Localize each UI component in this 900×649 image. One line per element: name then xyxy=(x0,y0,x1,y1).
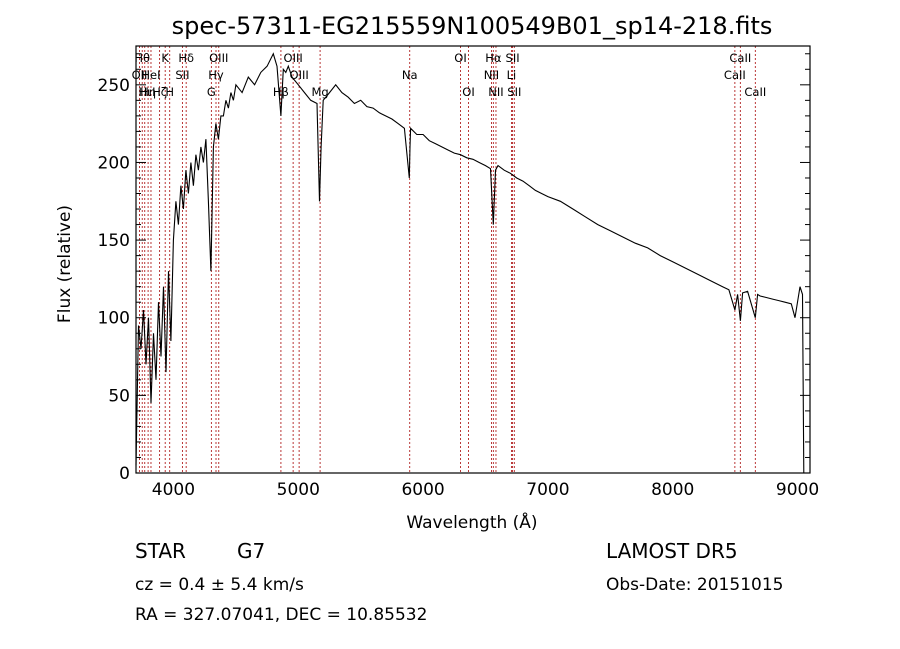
spectral-line-label: SII xyxy=(175,68,189,82)
spectral-line-label: H xyxy=(165,85,174,99)
spectral-line-label: Hι xyxy=(138,85,151,99)
y-tick-label: 100 xyxy=(98,309,130,329)
object-subclass: G7 xyxy=(237,539,265,563)
spectral-line-label: OI xyxy=(462,85,474,99)
spectral-line-label: CaII xyxy=(724,68,746,82)
spectral-line-label: OI xyxy=(454,51,466,65)
spectrum-series-line xyxy=(135,52,805,474)
chart-title: spec-57311-EG215559N100549B01_sp14-218.f… xyxy=(172,12,773,40)
x-tick-label: 4000 xyxy=(152,480,195,500)
spectral-line-label: OIII xyxy=(290,68,309,82)
spectral-line-label: Li xyxy=(507,68,517,82)
x-tick-label: 5000 xyxy=(277,480,320,500)
spectral-line-label: OIII xyxy=(284,51,303,65)
object-class: STAR xyxy=(135,539,186,563)
spectral-line-label: CaII xyxy=(744,85,766,99)
spectral-line-label: SII xyxy=(507,85,521,99)
spectral-line-label: NII xyxy=(484,68,499,82)
survey-name: LAMOST DR5 xyxy=(606,539,738,563)
spectral-line-label: Na xyxy=(402,68,418,82)
y-tick-label: 50 xyxy=(108,386,130,406)
spectral-line-label: Hδ xyxy=(178,51,194,65)
y-axis: 0 50 100 150 200 250 xyxy=(98,53,810,484)
y-tick-label: 0 xyxy=(119,464,130,484)
plot-frame xyxy=(135,45,811,474)
coordinates: RA = 327.07041, DEC = 10.85532 xyxy=(135,605,427,625)
spectral-line-label: Hγ xyxy=(208,68,224,82)
spectral-line-label: Hθ xyxy=(134,51,150,65)
spectral-line-label: G xyxy=(207,85,216,99)
spectral-line-label: Hα xyxy=(485,51,502,65)
spectral-line-label: Mg xyxy=(311,85,328,99)
spectral-line-label: NII xyxy=(488,85,503,99)
x-axis: 4000 5000 6000 7000 8000 9000 xyxy=(152,480,819,500)
x-tick-label: 9000 xyxy=(776,480,819,500)
x-tick-label: 6000 xyxy=(401,480,444,500)
y-tick-label: 150 xyxy=(98,231,130,251)
spectral-line-markers xyxy=(139,46,756,473)
y-tick-label: 250 xyxy=(98,76,130,96)
observation-date: Obs-Date: 20151015 xyxy=(606,575,783,595)
y-tick-label: 200 xyxy=(98,153,130,173)
spectral-line-label: Hζ xyxy=(152,85,167,99)
x-tick-label: 7000 xyxy=(526,480,569,500)
spectral-line-label: Hη xyxy=(140,85,156,99)
spectral-line-labels: OIIHθHιHηHeIHζKHSIIHδGHγOIIIHβOIIIOIIIMg… xyxy=(132,51,767,99)
y-axis-label: Flux (relative) xyxy=(55,205,75,323)
spectral-line-label: Hβ xyxy=(273,85,289,99)
spectral-line-label: HeI xyxy=(141,68,160,82)
spectral-line-label: CaII xyxy=(729,51,751,65)
spectral-line-label: K xyxy=(161,51,169,65)
x-tick-label: 8000 xyxy=(651,480,694,500)
redshift-cz: cz = 0.4 ± 5.4 km/s xyxy=(135,575,304,595)
x-axis-label: Wavelength (Å) xyxy=(406,511,537,533)
spectral-line-label: SII xyxy=(506,51,520,65)
spectral-line-label: OIII xyxy=(209,51,228,65)
